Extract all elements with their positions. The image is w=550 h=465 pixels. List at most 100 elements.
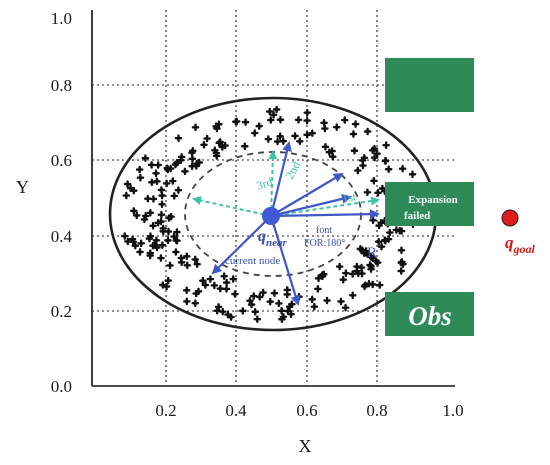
- sample-point: [314, 274, 323, 283]
- x-tick-label: 0.4: [225, 401, 247, 420]
- sample-point: [397, 246, 406, 255]
- sample-point: [122, 191, 131, 200]
- y-tick-label: 0.0: [51, 377, 72, 396]
- y-tick-label: 0.6: [51, 151, 72, 170]
- x-axis-title: X: [299, 436, 312, 456]
- sample-point: [132, 211, 141, 220]
- sample-point: [213, 306, 222, 315]
- sample-point: [270, 289, 279, 297]
- sample-point: [173, 228, 181, 236]
- sample-point: [368, 254, 377, 263]
- sample-point: [320, 119, 328, 127]
- arrow-down-left: [211, 215, 272, 275]
- sample-point: [141, 212, 150, 220]
- sample-point: [241, 142, 249, 151]
- sample-point: [348, 291, 357, 300]
- sample-point: [384, 165, 393, 174]
- sample-point: [291, 132, 299, 140]
- sample-point: [287, 310, 295, 319]
- y-axis-title: Y: [16, 177, 29, 197]
- sample-point: [148, 178, 156, 187]
- sample-point: [269, 110, 278, 119]
- sample-point: [337, 297, 345, 306]
- sample-point: [303, 116, 311, 125]
- sample-point: [171, 160, 180, 169]
- sample-point: [158, 241, 167, 249]
- sample-point: [342, 269, 350, 277]
- sample-point: [221, 141, 229, 150]
- sample-point: [357, 263, 366, 272]
- sample-point: [220, 272, 228, 280]
- sample-point: [153, 177, 161, 186]
- sample-point: [222, 285, 231, 293]
- sample-point: [201, 281, 210, 289]
- sample-point: [382, 141, 390, 150]
- sample-point: [131, 241, 140, 250]
- sample-point: [321, 143, 330, 151]
- sample-point: [157, 254, 165, 262]
- sample-point: [247, 300, 256, 309]
- sample-point: [146, 208, 155, 217]
- obstacle-top: [385, 58, 474, 112]
- sample-point: [386, 228, 394, 237]
- sample-point: [192, 289, 200, 298]
- y-tick-labels: 0.0 0.2 0.4 0.6 0.8 1.0: [51, 9, 73, 396]
- sample-point: [255, 122, 264, 130]
- sample-point: [120, 232, 129, 240]
- sample-point: [174, 186, 183, 194]
- expansion-failed-label-line2: failed: [404, 210, 430, 222]
- sample-point: [328, 152, 337, 161]
- sample-point: [378, 184, 387, 193]
- sample-point: [349, 130, 358, 138]
- sample-point: [177, 258, 186, 267]
- sample-point: [253, 315, 262, 323]
- sample-point: [354, 166, 362, 175]
- sample-point: [170, 192, 179, 200]
- sample-point: [264, 135, 273, 143]
- sample-point: [146, 251, 154, 260]
- sample-point: [373, 149, 381, 158]
- sample-point: [158, 191, 166, 200]
- sample-point: [325, 148, 334, 156]
- sample-point: [188, 154, 197, 163]
- y-tick-label: 0.8: [51, 76, 72, 95]
- sample-point: [276, 132, 284, 141]
- sample-point: [318, 271, 327, 279]
- goal-label-sub: goal: [513, 242, 536, 256]
- sample-point: [241, 118, 250, 126]
- sample-point: [267, 116, 275, 124]
- third-direction-arrow: [192, 196, 272, 217]
- sample-point: [183, 297, 191, 306]
- sample-point: [375, 281, 384, 289]
- sample-point: [362, 247, 370, 255]
- sample-point: [255, 293, 264, 301]
- obs-label: Obs: [408, 301, 452, 331]
- third-direction-label: 3rd: [255, 175, 275, 193]
- teal-dashed-arrows: [192, 150, 380, 217]
- sample-point: [159, 227, 168, 236]
- node-label-main: q: [258, 228, 266, 245]
- sample-point: [361, 281, 370, 289]
- sample-point: [251, 308, 259, 316]
- sample-point: [272, 105, 281, 114]
- sample-point: [188, 147, 197, 155]
- sample-point: [341, 303, 350, 312]
- sample-point: [216, 284, 225, 293]
- x-tick-label: 0.2: [155, 401, 176, 420]
- sample-point: [232, 117, 240, 126]
- sample-point: [147, 161, 156, 169]
- sample-point: [277, 307, 286, 315]
- sample-point: [136, 248, 144, 256]
- y-tick-label: 0.2: [51, 302, 72, 321]
- sample-point: [137, 239, 145, 248]
- arrow-down: [269, 215, 301, 306]
- sample-points: [120, 105, 428, 324]
- y-tick-label: 1.0: [51, 9, 72, 28]
- font-label: font: [316, 225, 332, 236]
- sample-point: [279, 137, 288, 145]
- sample-point: [370, 176, 378, 185]
- sample-point: [181, 167, 189, 176]
- sample-point: [276, 115, 285, 124]
- current-node-caption: current node: [225, 255, 280, 267]
